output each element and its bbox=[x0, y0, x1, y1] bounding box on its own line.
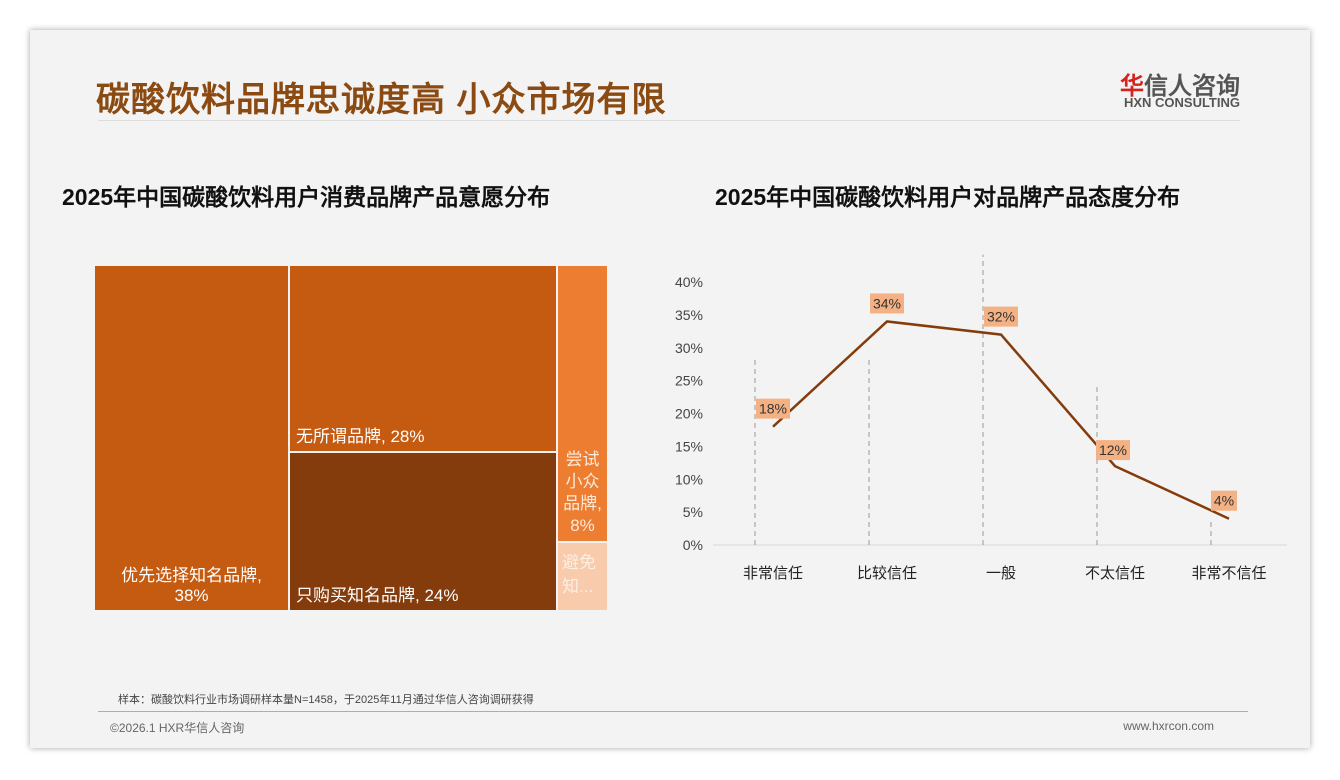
treemap-cell: 无所谓品牌, 28% bbox=[290, 266, 556, 451]
y-tick-label: 15% bbox=[675, 438, 703, 454]
sample-note: 样本：碳酸饮料行业市场调研样本量N=1458，于2025年11月通过华信人咨询调… bbox=[118, 694, 534, 706]
copyright: ©2026.1 HXR华信人咨询 bbox=[110, 721, 245, 735]
data-label: 12% bbox=[1099, 442, 1127, 458]
x-tick-label: 非常信任 bbox=[743, 565, 803, 582]
x-tick-label: 不太信任 bbox=[1085, 565, 1145, 582]
y-tick-label: 40% bbox=[675, 274, 703, 290]
treemap-cell: 尝试小众品牌, 8% bbox=[558, 266, 607, 541]
treemap-cell: 只购买知名品牌, 24% bbox=[290, 453, 556, 610]
data-label-bg bbox=[756, 398, 790, 419]
data-label-bg bbox=[984, 306, 1018, 327]
data-label: 34% bbox=[873, 295, 901, 311]
line-chart: 0% 5% 10% 15% 20% 25% 30% 35% 40% 非常信任 比较信任 一般 不太信任 非… bbox=[675, 254, 1287, 582]
divider bbox=[98, 120, 1240, 121]
data-label: 32% bbox=[987, 309, 1015, 325]
y-tick-label: 10% bbox=[675, 471, 703, 487]
data-label: 18% bbox=[759, 401, 787, 417]
slide: 碳酸饮料品牌忠诚度高 小众市场有限 华信人咨询 HXN CONSULTING 2… bbox=[30, 30, 1310, 748]
data-label: 4% bbox=[1214, 493, 1234, 509]
treemap-title: 2025年中国碳酸饮料用户消费品牌产品意愿分布 bbox=[62, 184, 551, 210]
website: www.hxrcon.com bbox=[1123, 719, 1214, 733]
data-label-bg bbox=[1096, 440, 1130, 461]
data-label-bg bbox=[1211, 490, 1237, 511]
x-tick-label: 比较信任 bbox=[857, 564, 917, 582]
series-line bbox=[772, 320, 1230, 520]
data-label-bg bbox=[870, 293, 904, 314]
logo-en: HXN CONSULTING bbox=[1123, 95, 1240, 110]
x-tick-label: 一般 bbox=[986, 565, 1016, 582]
x-tick-label: 非常不信任 bbox=[1191, 565, 1266, 582]
treemap-cell: 优先选择知名品牌, 38% bbox=[95, 266, 288, 610]
footer-divider bbox=[98, 711, 1248, 712]
y-tick-label: 5% bbox=[683, 504, 703, 520]
y-tick-label: 20% bbox=[675, 406, 703, 422]
y-tick-label: 0% bbox=[683, 537, 703, 553]
y-tick-label: 35% bbox=[675, 307, 703, 323]
logo: 华信人咨询 bbox=[1120, 73, 1240, 100]
line-chart-title: 2025年中国碳酸饮料用户对品牌产品态度分布 bbox=[715, 184, 1181, 210]
y-tick-label: 25% bbox=[675, 373, 703, 389]
page-title: 碳酸饮料品牌忠诚度高 小众市场有限 bbox=[96, 81, 667, 119]
treemap-cell: 避免知... bbox=[558, 543, 607, 610]
y-tick-label: 30% bbox=[675, 340, 703, 356]
